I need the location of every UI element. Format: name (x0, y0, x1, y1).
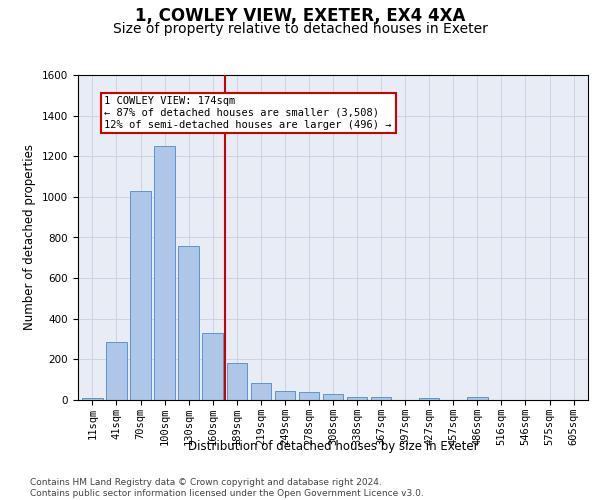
Bar (347, 397, 367, 400)
Text: 1, COWLEY VIEW, EXETER, EX4 4XA: 1, COWLEY VIEW, EXETER, EX4 4XA (135, 8, 465, 26)
Bar (275, 392, 295, 400)
Bar (106, 342, 127, 400)
Bar (227, 364, 247, 400)
Text: Distribution of detached houses by size in Exeter: Distribution of detached houses by size … (188, 440, 478, 453)
Bar (371, 397, 391, 400)
Bar (251, 384, 271, 400)
Text: Contains HM Land Registry data © Crown copyright and database right 2024.
Contai: Contains HM Land Registry data © Crown c… (30, 478, 424, 498)
Bar (323, 394, 343, 400)
Bar (299, 392, 319, 400)
Bar (154, 146, 175, 400)
Bar (202, 333, 223, 400)
Y-axis label: Number of detached properties: Number of detached properties (23, 144, 37, 330)
Text: 1 COWLEY VIEW: 174sqm
← 87% of detached houses are smaller (3,508)
12% of semi-d: 1 COWLEY VIEW: 174sqm ← 87% of detached … (104, 96, 392, 130)
Text: Size of property relative to detached houses in Exeter: Size of property relative to detached ho… (113, 22, 487, 36)
Bar (419, 398, 439, 400)
Bar (178, 246, 199, 400)
Bar (130, 191, 151, 400)
Bar (82, 398, 103, 400)
Bar (467, 397, 488, 400)
